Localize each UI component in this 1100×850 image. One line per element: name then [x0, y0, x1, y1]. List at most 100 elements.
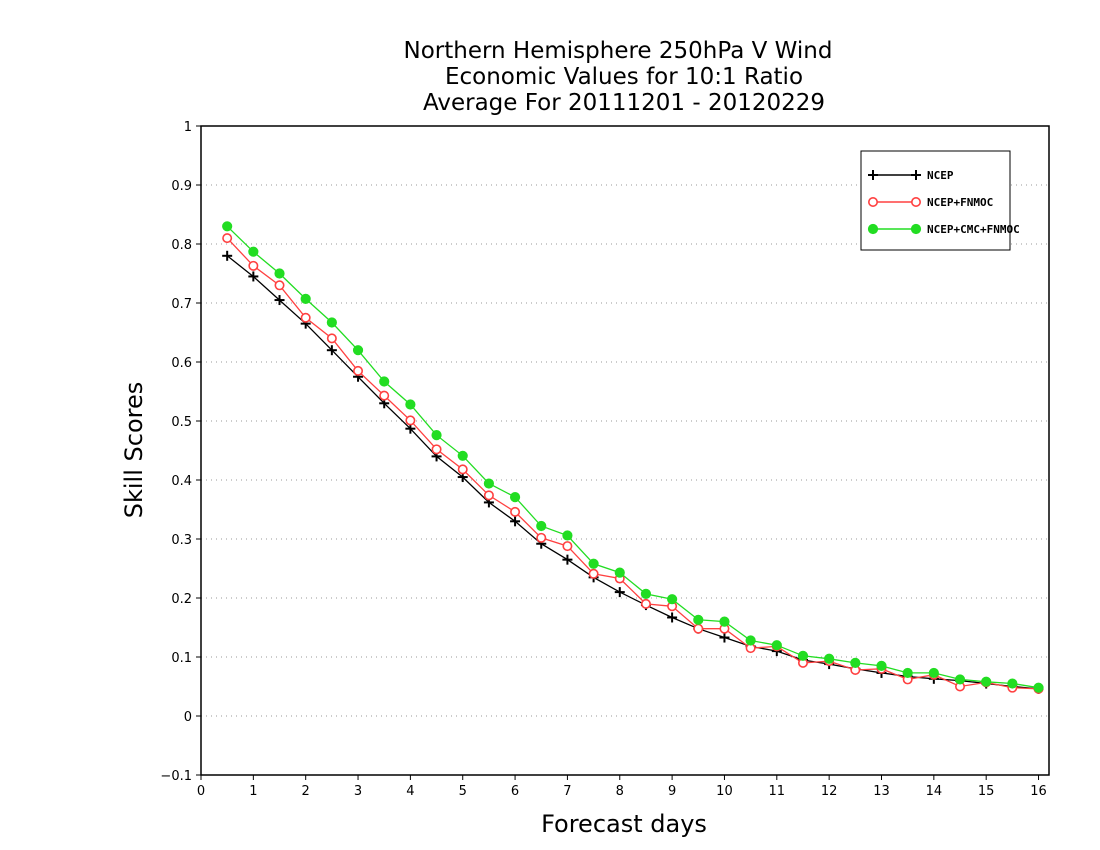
data-point-ncep-cmc-fnmoc — [588, 558, 599, 569]
data-point-ncep-fnmoc — [510, 506, 521, 517]
data-point-ncep-fnmoc — [300, 312, 311, 323]
y-tick-label: 0.9 — [171, 179, 192, 194]
data-point-ncep-fnmoc — [483, 490, 494, 501]
data-point-ncep-cmc-fnmoc — [876, 660, 887, 671]
data-point-ncep-cmc-fnmoc — [352, 345, 364, 356]
legend: NCEP NCEP+FNMOC NCEP+CMC+FNMOC — [860, 150, 1020, 251]
data-point-ncep-cmc-fnmoc — [222, 221, 233, 232]
data-point-ncep-cmc-fnmoc — [850, 657, 861, 669]
data-point-ncep-cmc-fnmoc — [928, 667, 939, 679]
legend-marker — [867, 197, 878, 208]
legend-label-ncep-fnmoc: NCEP+FNMOC — [927, 196, 993, 209]
data-point-ncep — [719, 632, 730, 643]
data-point-ncep — [222, 250, 233, 261]
data-point-ncep-cmc-fnmoc — [614, 567, 625, 578]
series-ncep — [222, 250, 1044, 694]
data-point-ncep-cmc-fnmoc — [902, 667, 913, 679]
x-tick-label: 8 — [616, 784, 624, 799]
y-tick-label: −0.1 — [160, 769, 192, 784]
data-point-ncep — [667, 612, 678, 623]
data-point-ncep-cmc-fnmoc — [431, 430, 442, 441]
axis-ticks: −0.100.10.20.30.40.50.60.70.80.910 1 2 3 4 5 6… — [160, 120, 1046, 799]
data-point-ncep-cmc-fnmoc — [745, 635, 756, 646]
x-tick-label: 6 — [511, 784, 519, 799]
y-tick-label: 0.4 — [171, 474, 192, 489]
grid-lines — [201, 184, 1049, 717]
y-tick-label: 0 — [184, 710, 192, 725]
y-tick-label: 0.1 — [171, 651, 192, 666]
data-point-ncep-fnmoc — [326, 333, 337, 344]
legend-marker — [910, 223, 922, 235]
y-tick-label: 0.2 — [171, 592, 192, 607]
x-tick-label: 14 — [926, 784, 943, 799]
data-point-ncep — [510, 516, 521, 527]
data-point-ncep-cmc-fnmoc — [274, 268, 285, 279]
data-point-ncep-cmc-fnmoc — [536, 520, 547, 532]
data-point-ncep-cmc-fnmoc — [824, 653, 835, 664]
data-point-ncep-cmc-fnmoc — [379, 376, 390, 387]
chart-title-line-1: Northern Hemisphere 250hPa V Wind — [404, 38, 833, 64]
data-point-ncep-fnmoc — [536, 532, 547, 543]
series-line-ncep — [226, 255, 1039, 690]
data-point-ncep-fnmoc — [405, 415, 416, 426]
data-point-ncep — [562, 554, 573, 565]
data-point-ncep-cmc-fnmoc — [954, 674, 966, 685]
x-tick-label: 2 — [302, 784, 310, 799]
data-point-ncep-fnmoc — [379, 390, 390, 401]
x-tick-label: 10 — [716, 784, 733, 799]
data-point-ncep-cmc-fnmoc — [457, 450, 468, 461]
series-ncep-cmc-fnmoc — [222, 221, 1044, 693]
data-point-ncep-cmc-fnmoc — [693, 614, 704, 625]
data-point-ncep-fnmoc — [693, 623, 704, 634]
data-point-ncep-cmc-fnmoc — [562, 530, 573, 541]
series-layer — [222, 221, 1044, 694]
y-axis-label: Skill Scores — [120, 382, 148, 519]
legend-box — [860, 150, 1011, 251]
x-tick-label: 5 — [459, 784, 467, 799]
data-point-ncep — [248, 271, 259, 282]
x-tick-label: 3 — [354, 784, 362, 799]
x-tick-label: 15 — [978, 784, 995, 799]
data-point-ncep-fnmoc — [431, 444, 442, 455]
data-point-ncep-cmc-fnmoc — [300, 293, 311, 304]
x-tick-label: 13 — [873, 784, 890, 799]
data-point-ncep — [274, 295, 285, 306]
data-point-ncep-cmc-fnmoc — [771, 640, 782, 651]
data-point-ncep-fnmoc — [353, 365, 364, 376]
x-tick-label: 4 — [406, 784, 414, 799]
data-point-ncep — [326, 345, 337, 356]
data-point-ncep-fnmoc — [562, 541, 573, 552]
data-point-ncep-cmc-fnmoc — [509, 492, 521, 503]
data-point-ncep-cmc-fnmoc — [667, 594, 678, 605]
x-axis-label: Forecast days — [541, 810, 707, 838]
chart-title-line-3: Average For 20111201 - 20120229 — [423, 90, 825, 116]
legend-label-ncep-cmc-fnmoc: NCEP+CMC+FNMOC — [927, 223, 1020, 236]
y-tick-label: 0.7 — [171, 297, 192, 312]
x-tick-label: 11 — [769, 784, 786, 799]
chart-title-line-2: Economic Values for 10:1 Ratio — [445, 64, 803, 90]
data-point-ncep-fnmoc — [640, 598, 651, 609]
data-point-ncep-cmc-fnmoc — [1033, 682, 1044, 693]
y-tick-label: 1 — [184, 120, 192, 135]
legend-label-ncep: NCEP — [927, 169, 954, 182]
data-point-ncep — [614, 587, 625, 598]
data-point-ncep-cmc-fnmoc — [797, 650, 809, 661]
y-tick-label: 0.3 — [171, 533, 192, 548]
data-point-ncep-cmc-fnmoc — [326, 317, 337, 328]
x-tick-label: 9 — [668, 784, 676, 799]
legend-marker — [910, 197, 921, 208]
data-point-ncep-cmc-fnmoc — [719, 616, 730, 627]
x-tick-label: 0 — [197, 784, 205, 799]
data-point-ncep-cmc-fnmoc — [981, 676, 992, 687]
data-point-ncep-cmc-fnmoc — [1007, 678, 1018, 689]
y-tick-label: 0.8 — [171, 238, 192, 253]
data-point-ncep-cmc-fnmoc — [483, 478, 495, 489]
data-point-ncep-fnmoc — [457, 464, 468, 475]
series-ncep-fnmoc — [222, 233, 1044, 694]
plot-frame — [200, 125, 1050, 776]
data-point-ncep-cmc-fnmoc — [640, 588, 652, 599]
data-point-ncep-fnmoc — [248, 260, 259, 271]
series-line-ncep-fnmoc — [226, 237, 1039, 690]
y-tick-label: 0.5 — [171, 415, 192, 430]
